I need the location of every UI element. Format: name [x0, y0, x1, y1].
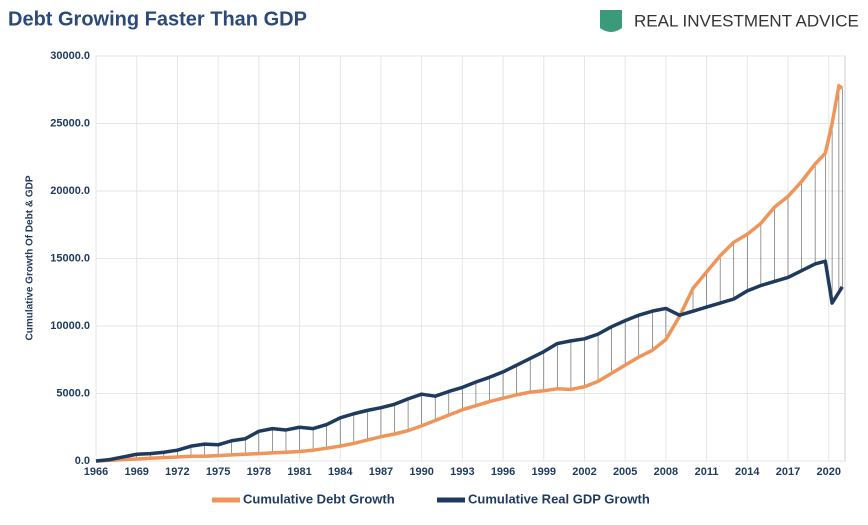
x-tick-label: 1999: [532, 466, 556, 478]
x-tick-label: 2020: [816, 466, 840, 478]
legend-label: Cumulative Real GDP Growth: [468, 491, 650, 506]
x-tick-label: 1996: [491, 466, 515, 478]
chart-title: Debt Growing Faster Than GDP: [8, 8, 307, 30]
x-tick-label: 1981: [287, 466, 311, 478]
x-tick-label: 2005: [613, 466, 637, 478]
series-line: [95, 83, 844, 463]
x-tick-label: 1987: [369, 466, 393, 478]
y-axis-title: Cumulative Growth Of Debt & GDP: [25, 175, 36, 340]
x-tick-label: 2011: [695, 466, 719, 478]
x-tick-label: 2014: [735, 466, 760, 478]
y-tick-label: 10000.0: [50, 320, 90, 332]
y-tick-label: 25000.0: [50, 117, 90, 129]
x-tick-label: 1990: [409, 466, 433, 478]
y-tick-label: 15000.0: [50, 252, 90, 264]
x-tick-label: 2002: [572, 466, 596, 478]
x-tick-label: 2017: [776, 466, 800, 478]
y-tick-label: 0.0: [75, 455, 90, 467]
x-tick-label: 1993: [450, 466, 474, 478]
x-tick-label: 1978: [247, 466, 271, 478]
y-tick-label: 30000.0: [50, 50, 90, 62]
logo-text: REAL INVESTMENT ADVICE: [634, 11, 859, 30]
y-tick-label: 5000.0: [56, 387, 90, 399]
logo-icon: [600, 10, 622, 32]
legend-label: Cumulative Debt Growth: [243, 491, 395, 506]
y-tick-label: 20000.0: [50, 185, 90, 197]
x-tick-label: 1972: [165, 466, 189, 478]
x-tick-label: 1969: [124, 466, 148, 478]
x-tick-label: 2008: [654, 466, 678, 478]
x-tick-label: 1975: [206, 466, 230, 478]
x-tick-label: 1966: [84, 466, 108, 478]
x-tick-label: 1984: [328, 466, 353, 478]
logo: REAL INVESTMENT ADVICE: [600, 10, 859, 32]
series-line: [95, 259, 844, 463]
